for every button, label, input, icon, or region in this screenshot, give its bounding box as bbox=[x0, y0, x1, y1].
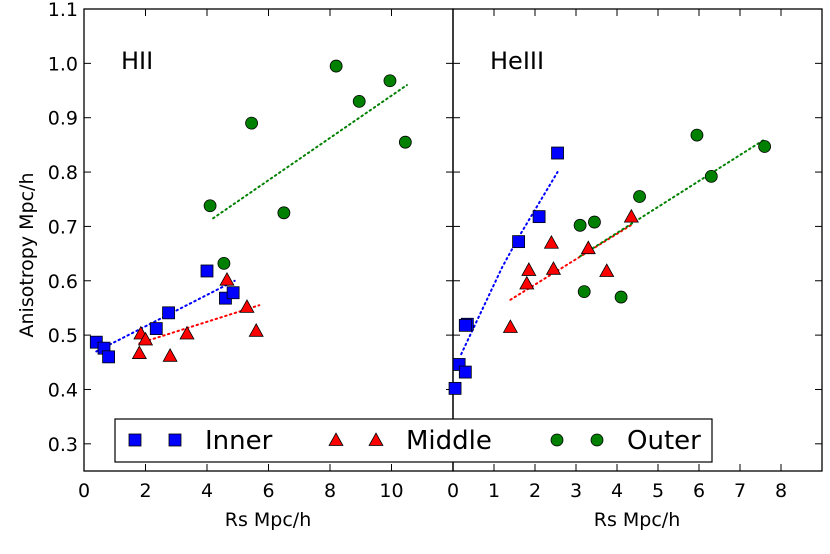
outer-point bbox=[217, 256, 231, 270]
panel-heiii-x-axis: 0 1 2 3 4 5 6 7 8 bbox=[447, 9, 787, 502]
y-axis-label: Anisotropy Mpc/h bbox=[16, 173, 38, 338]
middle-point bbox=[623, 208, 639, 223]
inner-point bbox=[458, 318, 472, 332]
x-tick-label: 1 bbox=[488, 480, 500, 502]
outer-fit-line bbox=[579, 138, 766, 258]
outer-fit-line bbox=[212, 84, 408, 220]
panel-hii-fit-lines bbox=[95, 84, 408, 353]
panel-hii: HII Rs Mpc/h 0 2 4 6 8 10 bbox=[78, 8, 454, 531]
y-tick-label: 0.9 bbox=[48, 108, 78, 130]
x-tick-label: 0 bbox=[447, 480, 459, 502]
legend-middle-marker bbox=[368, 432, 384, 446]
outer-point bbox=[690, 128, 704, 142]
y-tick-label: 0.8 bbox=[48, 162, 78, 184]
panel-heiii-x-axis-label: Rs Mpc/h bbox=[594, 509, 680, 531]
legend-inner-marker bbox=[168, 433, 182, 447]
x-tick-label: 7 bbox=[734, 480, 746, 502]
outer-point bbox=[704, 170, 718, 183]
y-tick-label: 0.3 bbox=[48, 434, 78, 456]
middle-point bbox=[248, 323, 264, 337]
y-tick-label: 0.7 bbox=[48, 216, 78, 238]
inner-point bbox=[512, 235, 525, 249]
legend-middle-label: Middle bbox=[406, 426, 492, 456]
panel-hii-frame bbox=[83, 8, 454, 472]
x-tick-label: 8 bbox=[775, 480, 787, 502]
middle-point bbox=[521, 262, 537, 276]
middle-point bbox=[502, 319, 518, 333]
legend-box bbox=[114, 418, 713, 463]
inner-fit-line bbox=[95, 279, 236, 353]
legend-inner-label: Inner bbox=[205, 426, 273, 456]
legend: Inner Middle Outer bbox=[114, 418, 713, 463]
inner-point bbox=[200, 264, 214, 278]
middle-point bbox=[545, 261, 562, 275]
middle-point bbox=[519, 275, 535, 290]
inner-point bbox=[149, 322, 163, 335]
inner-point bbox=[226, 286, 240, 300]
inner-point bbox=[458, 365, 472, 379]
x-tick-label: 6 bbox=[262, 480, 274, 502]
outer-point bbox=[573, 218, 587, 232]
x-tick-label: 0 bbox=[78, 480, 90, 502]
inner-point bbox=[532, 210, 546, 224]
middle-point bbox=[131, 345, 147, 359]
panel-hii-points bbox=[89, 59, 412, 364]
outer-point bbox=[329, 59, 343, 73]
y-tick-label: 1.0 bbox=[48, 53, 78, 75]
x-tick-label: 2 bbox=[529, 480, 541, 502]
panel-hii-x-axis: 0 2 4 6 8 10 bbox=[78, 9, 404, 502]
panel-heiii-title: HeIII bbox=[490, 47, 544, 75]
inner-point bbox=[448, 381, 462, 395]
panel-heiii-fit-lines bbox=[460, 138, 766, 356]
outer-point bbox=[633, 190, 646, 203]
legend-outer-marker bbox=[550, 433, 564, 447]
outer-point bbox=[588, 215, 601, 229]
middle-point bbox=[179, 325, 195, 340]
x-tick-label: 4 bbox=[201, 480, 213, 502]
middle-point bbox=[580, 240, 596, 255]
x-tick-label: 8 bbox=[324, 480, 336, 502]
outer-point bbox=[277, 206, 291, 220]
outer-point bbox=[203, 199, 217, 213]
y-tick-label: 1.1 bbox=[48, 0, 78, 21]
x-tick-label: 3 bbox=[570, 480, 582, 502]
outer-point bbox=[577, 285, 591, 299]
middle-point bbox=[599, 263, 615, 277]
outer-point bbox=[352, 95, 366, 108]
middle-point bbox=[543, 234, 559, 249]
inner-point bbox=[162, 306, 175, 320]
middle-point bbox=[219, 271, 235, 286]
outer-point bbox=[383, 74, 397, 88]
y-tick-label: 0.4 bbox=[48, 379, 78, 401]
inner-point bbox=[551, 146, 564, 160]
y-axis: 0.3 0.4 0.5 0.6 0.7 0.8 0.9 1.0 1.1 bbox=[48, 0, 822, 456]
y-tick-label: 0.5 bbox=[48, 325, 78, 347]
x-tick-label: 10 bbox=[379, 480, 403, 502]
panel-heiii: HeIII Rs Mpc/h 0 1 2 3 4 5 6 7 8 bbox=[447, 8, 823, 531]
x-tick-label: 5 bbox=[652, 480, 664, 502]
legend-outer-label: Outer bbox=[627, 426, 701, 456]
middle-point bbox=[239, 299, 255, 313]
panel-heiii-points bbox=[448, 128, 771, 395]
inner-point bbox=[102, 350, 115, 364]
outer-point bbox=[614, 290, 628, 304]
middle-point bbox=[137, 331, 154, 346]
legend-outer-marker bbox=[590, 433, 604, 447]
panel-hii-x-axis-label: Rs Mpc/h bbox=[225, 509, 311, 531]
x-tick-label: 2 bbox=[139, 480, 151, 502]
panel-heiii-frame bbox=[452, 8, 823, 472]
x-tick-label: 4 bbox=[611, 480, 623, 502]
legend-middle-marker bbox=[328, 432, 344, 446]
middle-point bbox=[162, 348, 178, 362]
legend-inner-marker bbox=[128, 433, 142, 447]
outer-point bbox=[398, 135, 412, 149]
y-tick-label: 0.6 bbox=[48, 271, 78, 293]
x-tick-label: 6 bbox=[693, 480, 705, 502]
outer-point bbox=[245, 116, 258, 130]
panel-hii-title: HII bbox=[121, 47, 153, 75]
outer-point bbox=[758, 140, 771, 153]
middle-fit-line bbox=[138, 304, 261, 345]
